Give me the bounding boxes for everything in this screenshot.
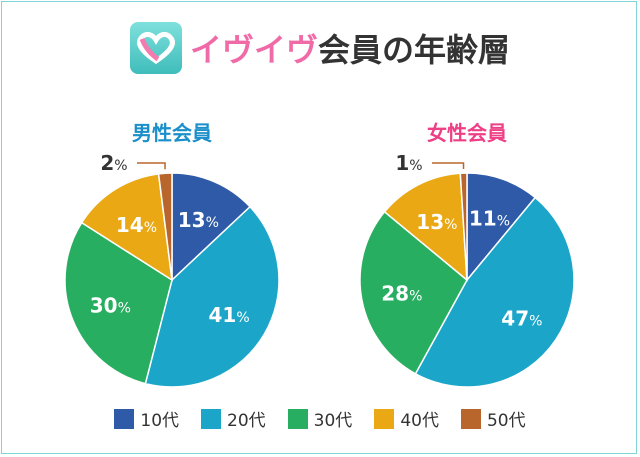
legend-item: 50代 [460, 406, 526, 431]
pie-slice-30代 [64, 221, 173, 385]
logo-heart-icon [129, 22, 182, 74]
pie-slice-40代 [383, 172, 468, 282]
legend-item: 40代 [374, 406, 439, 431]
data-label: 1% [395, 151, 422, 175]
leader-line [432, 162, 465, 170]
data-label: 2% [100, 151, 127, 175]
pie-slice-50代 [459, 172, 468, 281]
unit-label: % [114, 158, 127, 174]
pie-slice-10代 [466, 172, 537, 283]
unit-label: % [118, 300, 131, 316]
legend-swatch [460, 408, 481, 429]
male-title: 男性会員 [132, 121, 212, 145]
legend-swatch [201, 408, 222, 429]
unit-label: % [529, 313, 542, 329]
header: イヴイヴ 会員の年齢層 [0, 22, 640, 74]
female-title: 女性会員 [427, 121, 507, 145]
pie-slice-20代 [144, 205, 280, 388]
pie-slice-50代 [157, 172, 173, 281]
legend-item: 10代 [114, 406, 179, 431]
leader-line [137, 162, 166, 170]
legend-swatch [287, 408, 308, 429]
legend-label: 50代 [486, 411, 526, 431]
pie-slice-40代 [80, 173, 173, 282]
legend: 10代 20代 30代 40代 50代 [0, 406, 640, 431]
legend-label: 10代 [140, 411, 180, 431]
unit-label: % [409, 158, 422, 174]
pie-slice-20代 [414, 196, 575, 388]
unit-label: % [206, 215, 219, 231]
pie-slice-10代 [171, 172, 252, 282]
unit-label: % [497, 214, 510, 230]
pie-slice-30代 [359, 210, 468, 375]
data-label: 11% [469, 207, 510, 231]
legend-swatch [114, 408, 135, 429]
legend-item: 20代 [201, 406, 266, 431]
unit-label: % [444, 217, 457, 233]
unit-label: % [409, 288, 422, 304]
legend-swatch [374, 408, 395, 429]
unit-label: % [236, 310, 249, 326]
legend-label: 30代 [313, 411, 353, 431]
legend-label: 40代 [400, 411, 439, 431]
unit-label: % [144, 220, 157, 236]
legend-item: 30代 [287, 406, 353, 431]
legend-label: 20代 [227, 411, 266, 431]
title-rest: 会員の年齢層 [318, 31, 511, 69]
title-brand: イヴイヴ [189, 31, 318, 69]
